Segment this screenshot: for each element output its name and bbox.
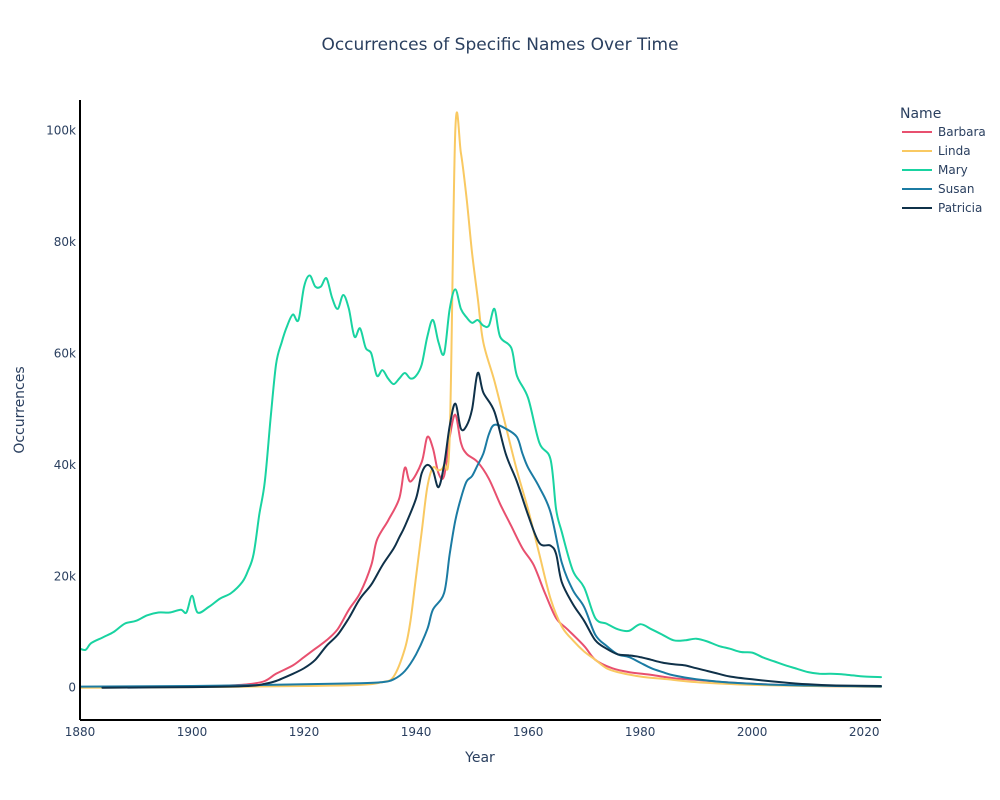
series-layer — [79, 111, 882, 689]
x-tick-label: 1900 — [177, 725, 208, 739]
y-tick-label: 0 — [68, 681, 76, 695]
y-tick-label: 60k — [54, 346, 76, 360]
legend: Name Barbara Linda Mary Susan Patricia — [900, 106, 986, 215]
legend-label-mary: Mary — [938, 163, 968, 177]
series-line-patricia — [101, 371, 882, 689]
y-axis-ticks: 0 20k 40k 60k 80k 100k — [46, 124, 76, 695]
y-tick-label: 100k — [46, 124, 76, 138]
x-tick-label: 1980 — [625, 725, 656, 739]
y-tick-label: 40k — [54, 458, 76, 472]
x-axis-ticks: 1880 1900 1920 1940 1960 1980 2000 2020 — [65, 725, 880, 739]
y-tick-label: 20k — [54, 569, 76, 583]
x-tick-label: 2020 — [849, 725, 880, 739]
series-line-linda — [79, 111, 882, 689]
series-line-mary — [79, 274, 882, 679]
x-tick-label: 1880 — [65, 725, 96, 739]
x-tick-label: 1960 — [513, 725, 544, 739]
legend-label-susan: Susan — [938, 182, 974, 196]
x-axis-title: Year — [464, 750, 495, 766]
y-tick-label: 80k — [54, 235, 76, 249]
series-line-susan — [79, 423, 882, 688]
legend-label-linda: Linda — [938, 144, 971, 158]
y-axis-title: Occurrences — [12, 366, 28, 453]
chart-title: Occurrences of Specific Names Over Time — [321, 35, 678, 55]
x-tick-label: 2000 — [737, 725, 768, 739]
legend-label-patricia: Patricia — [938, 201, 982, 215]
series-line-barbara — [79, 413, 882, 689]
legend-label-barbara: Barbara — [938, 125, 986, 139]
x-tick-label: 1920 — [289, 725, 320, 739]
legend-title: Name — [900, 106, 941, 122]
legend-items: Barbara Linda Mary Susan Patricia — [902, 125, 986, 215]
x-tick-label: 1940 — [401, 725, 432, 739]
plot-area: 1880 1900 1920 1940 1960 1980 2000 2020 0 20k 40k… — [46, 100, 882, 739]
